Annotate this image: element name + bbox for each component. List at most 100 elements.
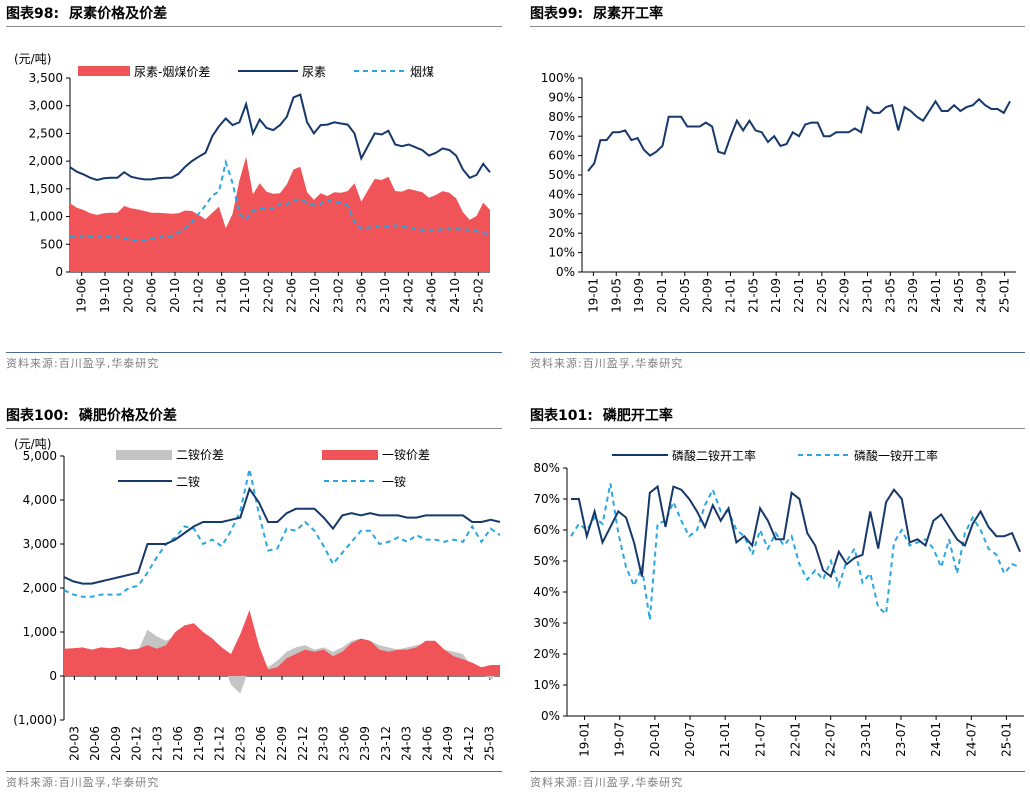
legend-coal-label: 烟煤 — [410, 65, 434, 79]
y-tick-label: 1,000 — [29, 210, 63, 224]
y-tick-label: 20% — [533, 647, 560, 661]
y-tick-label: 60% — [533, 523, 560, 537]
x-tick-label: 22-01 — [792, 278, 806, 313]
x-tick-label: 24-03 — [400, 726, 414, 761]
x-tick-label: 24-10 — [448, 278, 462, 313]
x-tick-label: 25-02 — [471, 278, 485, 313]
x-tick-label: 23-09 — [906, 278, 920, 313]
y-tick-label: 70% — [548, 129, 575, 143]
y-tick-label: 100% — [541, 71, 575, 85]
x-tick-label: 21-01 — [718, 722, 732, 757]
y-tick-label: 0% — [541, 709, 560, 723]
y-tick-label: 50% — [533, 554, 560, 568]
x-tick-label: 21-09 — [769, 278, 783, 313]
x-tick-label: 24-06 — [420, 726, 434, 761]
x-tick-label: 22-06 — [254, 726, 268, 761]
x-tick-label: 23-01 — [861, 278, 875, 313]
x-tick-label: 23-02 — [331, 278, 345, 313]
x-tick-label: 23-10 — [378, 278, 392, 313]
x-tick-label: 22-06 — [285, 278, 299, 313]
panel-urea-utilization: 图表99: 尿素开工率 0% 10% 20% 30% 40% 50% 60% 70% 80% 90%… — [530, 2, 1025, 372]
legend-dap-spread-swatch — [116, 450, 172, 460]
x-tick-label: 20-12 — [130, 726, 144, 761]
y-tick-label: 0% — [556, 265, 575, 279]
y-axis-unit: (元/吨) — [14, 437, 51, 451]
x-tick-label: 22-03 — [233, 726, 247, 761]
series-spread-area — [70, 156, 490, 272]
legend-urea-label: 尿素 — [302, 65, 326, 79]
x-tick-label: 22-05 — [815, 278, 829, 313]
x-tick-label: 24-02 — [401, 278, 415, 313]
y-tick-label: 40% — [548, 187, 575, 201]
panel-title: 图表100: 磷肥价格及价差 — [6, 404, 502, 429]
x-tick-label: 20-05 — [678, 278, 692, 313]
panel-title: 图表101: 磷肥开工率 — [530, 404, 1025, 429]
x-tick-label: 21-06 — [171, 726, 185, 761]
x-tick-label: 22-09 — [838, 278, 852, 313]
x-tick-label: 21-02 — [191, 278, 205, 313]
y-tick-label: (1,000) — [13, 713, 57, 727]
panel-title: 图表98: 尿素价格及价差 — [6, 2, 502, 27]
legend-spread-label: 尿素-烟煤价差 — [134, 65, 210, 79]
y-tick-label: 2,000 — [23, 581, 57, 595]
x-tick-label: 24-09 — [975, 278, 989, 313]
y-tick-label: 0 — [49, 669, 57, 683]
y-tick-label: 90% — [548, 90, 575, 104]
legend-dap-spread-label: 二铵价差 — [176, 447, 224, 462]
legend-map-label: 一铵 — [382, 474, 406, 489]
series-map-spread-area — [64, 610, 500, 676]
x-tick-label: 22-07 — [824, 722, 838, 757]
x-tick-label: 19-01 — [586, 278, 600, 313]
x-tick-label: 23-07 — [894, 722, 908, 757]
x-tick-label: 20-01 — [648, 722, 662, 757]
y-tick-label: 40% — [533, 585, 560, 599]
panel-urea-price: 图表98: 尿素价格及价差 0 500 1,000 1,500 2,000 2,500 3,0… — [6, 2, 502, 372]
y-tick-label: 70% — [533, 492, 560, 506]
series-urea-line — [69, 93, 491, 182]
x-tick-label: 20-06 — [88, 726, 102, 761]
series-map-line — [63, 468, 501, 598]
y-axis-unit: (元/吨) — [14, 52, 51, 66]
x-tick-label: 24-07 — [964, 722, 978, 757]
x-tick-label: 20-10 — [168, 278, 182, 313]
x-tick-label: 19-09 — [632, 278, 646, 313]
panel-title: 图表99: 尿素开工率 — [530, 2, 1025, 27]
x-tick-label: 24-06 — [425, 278, 439, 313]
source-note: 资料来源:百川盈孚,华泰研究 — [6, 352, 502, 373]
x-tick-label: 22-10 — [308, 278, 322, 313]
x-tick-label: 20-09 — [701, 278, 715, 313]
series-urea-utilization-line — [587, 97, 1011, 172]
x-tick-label: 24-09 — [441, 726, 455, 761]
source-note: 资料来源:百川盈孚,华泰研究 — [530, 771, 1025, 792]
x-tick-label: 22-01 — [789, 722, 803, 757]
x-tick-label: 21-06 — [215, 278, 229, 313]
y-tick-label: 2,500 — [29, 126, 63, 140]
x-tick-label: 21-03 — [150, 726, 164, 761]
x-tick-label: 23-01 — [859, 722, 873, 757]
x-tick-label: 21-07 — [753, 722, 767, 757]
legend-dap-label: 二铵 — [176, 474, 200, 489]
y-tick-label: 0 — [55, 265, 63, 279]
series-dap-line — [63, 486, 501, 585]
x-tick-label: 23-03 — [317, 726, 331, 761]
y-tick-label: 30% — [548, 207, 575, 221]
x-tick-label: 23-05 — [883, 278, 897, 313]
chart-phosphate-price: (1,000) 0 1,000 2,000 3,000 4,000 5,000 20-03 20… — [13, 437, 501, 761]
chart-urea-utilization: 0% 10% 20% 30% 40% 50% 60% 70% 80% 90% 100% 19-01 19… — [541, 71, 1016, 313]
x-tick-label: 24-01 — [929, 278, 943, 313]
legend-dap-utilization-label: 磷酸二铵开工率 — [672, 448, 756, 463]
x-tick-label: 20-03 — [67, 726, 81, 761]
x-tick-label: 22-09 — [275, 726, 289, 761]
chart-phosphate-utilization: 0% 10% 20% 30% 40% 50% 60% 70% 80% 19-01 19-07 20-0… — [533, 448, 1024, 757]
y-tick-label: 3,500 — [29, 71, 63, 85]
x-tick-label: 25-03 — [483, 726, 497, 761]
x-tick-label: 23-06 — [337, 726, 351, 761]
x-tick-label: 20-02 — [121, 278, 135, 313]
x-tick-label: 24-01 — [929, 722, 943, 757]
x-tick-label: 21-12 — [213, 726, 227, 761]
x-tick-label: 19-06 — [75, 278, 89, 313]
x-tick-label: 19-10 — [98, 278, 112, 313]
legend-map-spread-swatch — [322, 450, 378, 460]
source-note: 资料来源:百川盈孚,华泰研究 — [530, 352, 1025, 373]
y-tick-label: 500 — [40, 237, 63, 251]
